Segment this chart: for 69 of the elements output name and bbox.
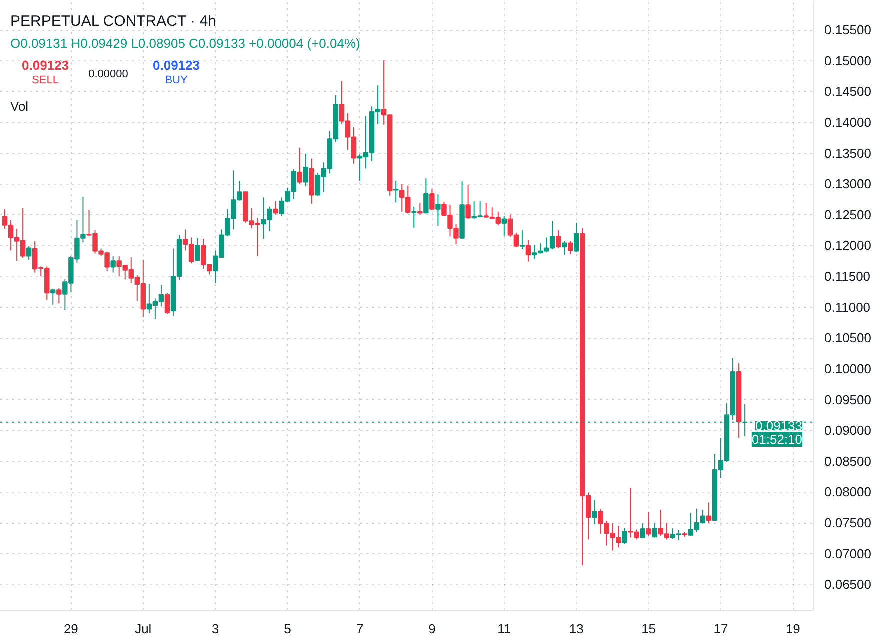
y-tick-label: 0.11500 — [824, 269, 871, 284]
y-tick-label: 0.09500 — [824, 392, 872, 408]
annotation: 01:52:10 — [752, 432, 803, 447]
x-tick-label: 15 — [642, 622, 656, 636]
x-tick-label: 9 — [428, 622, 436, 636]
x-tick-label: 13 — [569, 622, 584, 636]
candlestick — [393, 180, 399, 204]
x-tick-label: 3 — [212, 622, 220, 636]
x-tick-label: 17 — [714, 622, 728, 636]
candlestick — [412, 206, 417, 228]
y-tick-label: 0.07500 — [824, 516, 872, 531]
x-tick-label: 7 — [356, 622, 364, 636]
y-tick-label: 0.07000 — [824, 546, 872, 562]
y-tick-label: 0.14000 — [824, 115, 872, 130]
candlestick — [110, 256, 116, 274]
y-tick-label: 0.15500 — [824, 22, 872, 38]
candlestick — [592, 500, 598, 525]
annotation: 0.00000 — [88, 68, 128, 80]
candlestick — [303, 153, 308, 188]
text: PERPETUAL CONTRACT · 4h — [10, 13, 216, 30]
candlestick — [646, 511, 652, 536]
y-tick-label: 0.10000 — [824, 361, 872, 376]
candlestick — [430, 188, 435, 212]
candlestick — [418, 202, 423, 216]
candlestick — [273, 200, 278, 216]
annotation: 0.09123 — [153, 58, 200, 73]
candlestick — [466, 184, 471, 220]
y-tick-label: 0.15000 — [824, 53, 872, 68]
candlestick — [574, 222, 580, 254]
candlestick — [562, 240, 568, 256]
y-tick-label: 0.08000 — [824, 484, 872, 500]
candlestick — [297, 147, 302, 185]
x-tick-label: 5 — [284, 622, 292, 636]
x-tick-label: 19 — [786, 622, 800, 636]
ref-line-label: 0.09133 — [756, 418, 803, 434]
candlestick — [436, 194, 441, 227]
y-tick-label: 0.13000 — [824, 176, 872, 192]
candlestick — [640, 523, 646, 539]
y-tick-label: 0.12000 — [824, 238, 872, 254]
annotation: Vol — [10, 99, 29, 114]
annotation: BUY — [165, 74, 188, 86]
y-tick-label: 0.09000 — [824, 423, 872, 438]
candlestick — [502, 216, 507, 237]
candlestick — [556, 230, 562, 249]
candlestick — [194, 238, 200, 262]
candlestick — [622, 527, 628, 544]
candlestick — [26, 246, 32, 260]
x-tick-label: Jul — [135, 622, 152, 636]
annotation: 0.09123 — [22, 58, 70, 73]
candlestick — [520, 230, 526, 250]
candlestick — [568, 240, 574, 255]
candlestick — [706, 502, 712, 524]
candlestick — [424, 178, 429, 214]
y-tick-label: 0.08500 — [824, 454, 872, 469]
candlestick — [164, 292, 170, 315]
y-tick-label: 0.14500 — [824, 84, 872, 100]
candlestick — [526, 240, 532, 262]
x-tick-label: 29 — [64, 622, 78, 636]
candlestick — [56, 288, 62, 304]
y-tick-label: 0.13500 — [824, 146, 872, 161]
y-tick-label: 0.10500 — [824, 330, 872, 346]
y-tick-label: 0.11000 — [824, 300, 871, 315]
candlestick — [50, 288, 56, 306]
y-tick-label: 0.06500 — [824, 577, 872, 592]
text: O0.09131 H0.09429 L0.08905 C0.09133 +0.00004 (+0.04%) — [10, 36, 360, 51]
y-tick-label: 0.12500 — [824, 207, 872, 222]
candlestick — [652, 522, 658, 538]
x-tick-label: 11 — [498, 622, 512, 636]
annotation: SELL — [32, 74, 59, 86]
